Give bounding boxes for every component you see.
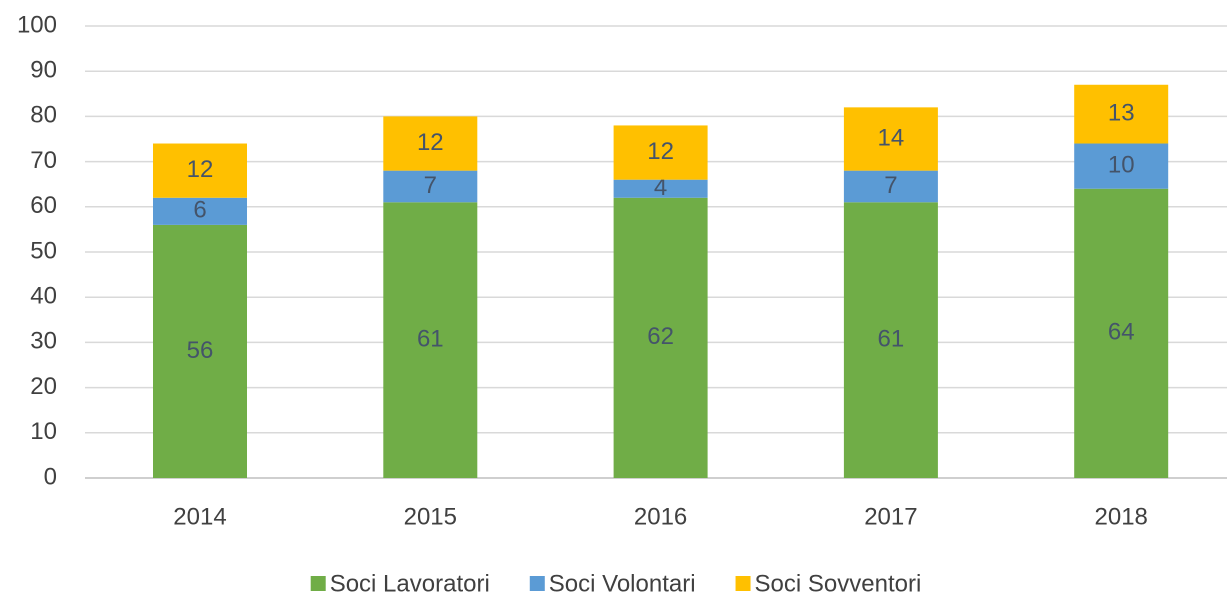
x-tick-label: 2015: [404, 503, 457, 530]
y-tick-label: 70: [30, 147, 57, 174]
bar-segment: [383, 170, 478, 203]
bar-segment: [613, 179, 708, 198]
x-tick-label: 2017: [864, 503, 917, 530]
bar-segment: [383, 202, 478, 478]
y-tick-label: 100: [17, 11, 57, 38]
y-tick-label: 10: [30, 418, 57, 445]
legend-swatch: [310, 576, 326, 591]
bar-segment: [843, 170, 938, 203]
bar-segment: [613, 125, 708, 180]
data-label: 6: [193, 197, 206, 224]
data-label: 12: [187, 156, 214, 183]
legend-swatch: [735, 576, 751, 591]
data-label: 4: [654, 174, 667, 201]
data-label: 10: [1108, 151, 1135, 178]
y-tick-label: 30: [30, 328, 57, 355]
data-label: 61: [417, 325, 444, 352]
bar-segment: [1074, 143, 1169, 189]
legend-label: Soci Volontari: [549, 570, 696, 595]
bar-segment: [843, 202, 938, 478]
y-tick-label: 40: [30, 283, 57, 310]
y-tick-label: 20: [30, 373, 57, 400]
bar-segment: [153, 143, 247, 198]
bar-segment: [383, 116, 478, 171]
data-label: 62: [647, 323, 674, 350]
bar-segment: [843, 107, 938, 171]
data-label: 7: [884, 172, 897, 199]
data-label: 7: [424, 172, 437, 199]
legend-label: Soci Sovventori: [755, 570, 922, 595]
y-tick-label: 80: [30, 102, 57, 129]
y-tick-label: 0: [44, 463, 57, 490]
bar-segment: [613, 197, 708, 478]
bar-segment: [1074, 188, 1169, 478]
data-label: 56: [187, 337, 214, 364]
bar-segment: [1074, 84, 1169, 144]
y-tick-label: 90: [30, 57, 57, 84]
x-tick-label: 2016: [634, 503, 687, 530]
bar-segment: [153, 224, 247, 478]
legend-swatch: [529, 576, 545, 591]
bar-segment: [153, 197, 247, 225]
data-label: 12: [647, 138, 674, 165]
data-label: 14: [878, 124, 905, 151]
data-label: 12: [417, 129, 444, 156]
legend-label: Soci Lavoratori: [330, 570, 490, 595]
y-tick-label: 50: [30, 237, 57, 264]
y-tick-label: 60: [30, 192, 57, 219]
x-tick-label: 2014: [173, 503, 226, 530]
x-tick-label: 2018: [1095, 503, 1148, 530]
data-label: 64: [1108, 319, 1135, 346]
data-label: 13: [1108, 99, 1135, 126]
data-label: 61: [878, 325, 905, 352]
